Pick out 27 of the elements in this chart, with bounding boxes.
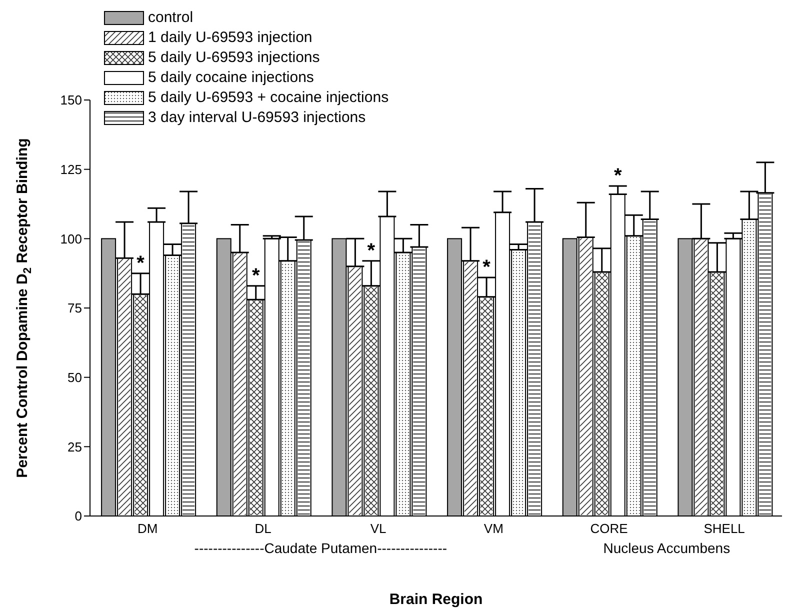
legend-label: 5 daily U-69593 injections [148, 48, 320, 68]
data-label: * [614, 164, 622, 187]
x-tick-label: VM [484, 521, 504, 536]
legend-label: 3 day interval U-69593 injections [148, 108, 366, 128]
legend-label: 1 daily U-69593 injection [148, 28, 312, 48]
y-tick-label: 50 [68, 370, 82, 385]
y-tick-label: 125 [60, 162, 82, 177]
legend-label: 5 daily U-69593 + cocaine injections [148, 88, 389, 108]
data-label: * [367, 240, 376, 262]
legend-label: control [148, 8, 194, 28]
x-axis-title: Brain Region [389, 591, 483, 608]
y-tick-label: 100 [60, 231, 82, 246]
y-tick-label: 150 [60, 92, 82, 108]
data-label: * [136, 252, 145, 274]
y-tick-label: 25 [68, 439, 82, 454]
text: ---------------Caudate Putamen--------------- [194, 540, 448, 556]
legend-label: 5 daily cocaine injections [148, 68, 314, 88]
x-tick-label: VL [370, 521, 386, 536]
x-tick-label: SHELL [704, 521, 745, 536]
text: Nucleus Accumbens [603, 540, 730, 556]
x-tick-label: DL [254, 521, 272, 536]
y-tick-label: 0 [74, 508, 82, 524]
data-label: * [252, 264, 260, 287]
x-tick-label: CORE [590, 521, 628, 536]
x-tick-label: DM [138, 521, 158, 536]
y-tick-label: 75 [68, 300, 82, 316]
data-label: * [482, 256, 491, 278]
